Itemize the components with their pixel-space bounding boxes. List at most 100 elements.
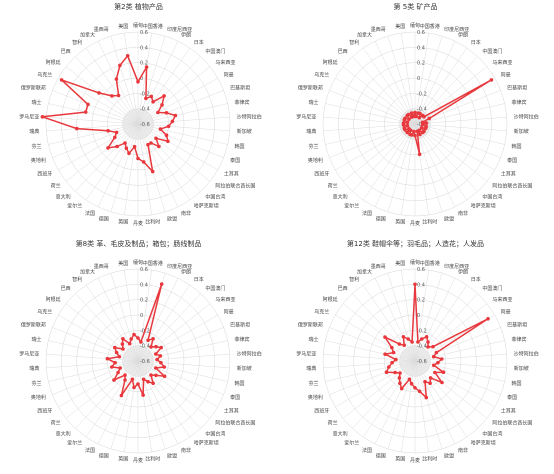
category-label: 泰国	[230, 157, 240, 164]
category-label: 西班牙	[314, 407, 329, 414]
radial-tick-label: 0.6	[140, 30, 148, 36]
data-point	[398, 371, 402, 375]
category-label: 丹麦	[133, 457, 143, 464]
category-label: 美国	[118, 260, 128, 267]
radial-tick-label: -0.4	[417, 344, 427, 350]
data-point	[144, 65, 149, 69]
data-point	[424, 395, 429, 400]
grid-spoke	[124, 123, 139, 216]
grid-spoke	[137, 353, 230, 362]
data-point	[420, 337, 424, 341]
category-label: 芬兰	[31, 380, 41, 387]
grid-spoke	[137, 36, 166, 125]
category-label: 瑞典	[29, 365, 39, 372]
grid-spoke	[85, 360, 139, 438]
grid-spoke	[75, 56, 139, 125]
grid-spoke	[137, 123, 191, 201]
category-label: 法国	[362, 210, 372, 217]
radial-tick-label: 0.6	[417, 30, 425, 36]
grid-spoke	[137, 47, 191, 125]
category-label: 阿拉伯联合酋长国	[215, 183, 255, 190]
category-label: 南非	[458, 210, 468, 217]
category-label: 芬兰	[31, 143, 41, 150]
data-point	[119, 393, 124, 398]
grid-spoke	[401, 123, 416, 216]
category-label: 阿根廷	[323, 59, 338, 66]
grid-spoke	[362, 123, 416, 201]
data-point	[436, 360, 440, 365]
category-label: 罗马尼亚	[296, 350, 316, 357]
grid-spoke	[52, 123, 139, 158]
data-point	[394, 357, 398, 362]
grid-spoke	[414, 360, 501, 395]
data-point	[440, 357, 444, 361]
category-label: 伊朗	[181, 269, 191, 276]
data-point	[387, 365, 391, 369]
category-label: 新加坡	[237, 128, 252, 135]
data-point	[426, 345, 430, 349]
data-point	[110, 94, 114, 98]
category-label: 乌克兰	[314, 308, 329, 315]
grid-spoke	[137, 123, 201, 192]
data-point	[408, 132, 412, 137]
grid-spoke	[48, 123, 139, 145]
category-label: 韩国	[512, 143, 522, 150]
grid-spoke	[414, 41, 456, 125]
data-point	[416, 340, 420, 344]
grid-spoke	[52, 90, 139, 125]
data-point	[154, 352, 158, 356]
data-point	[123, 373, 127, 377]
category-label: 伊朗	[181, 32, 191, 39]
data-point	[114, 77, 119, 81]
grid-spoke	[323, 353, 416, 362]
grid-spoke	[97, 123, 139, 207]
category-label: 土耳其	[224, 407, 239, 414]
data-point	[427, 116, 432, 121]
category-label: 哈萨克斯坦	[194, 440, 219, 447]
grid-spoke	[85, 47, 139, 125]
category-label: 阿拉伯联合酋长国	[215, 420, 255, 427]
category-label: 西班牙	[37, 407, 52, 414]
category-label: 泰国	[507, 394, 517, 401]
grid-spoke	[374, 278, 416, 362]
category-label: 中国澳门	[205, 48, 225, 55]
category-label: 比利时	[422, 219, 437, 226]
grid-spoke	[374, 41, 416, 125]
category-label: 智利	[349, 276, 359, 283]
category-label: 土耳其	[224, 170, 239, 177]
category-label: 智利	[72, 276, 82, 283]
grid-spoke	[329, 360, 416, 395]
category-label: 菲律宾	[235, 336, 250, 343]
data-point	[489, 78, 494, 82]
category-label: 西班牙	[37, 170, 52, 177]
grid-spoke	[97, 360, 139, 444]
category-label: 美国	[395, 23, 405, 30]
category-label: 比利时	[145, 456, 160, 463]
category-label: 罗马尼亚	[296, 113, 316, 120]
category-label: 中国澳门	[205, 285, 225, 292]
category-label: 泰国	[507, 157, 517, 164]
category-label: 巴基斯坦	[230, 322, 250, 329]
category-label: 泰国	[230, 394, 240, 401]
category-label: 菲律宾	[235, 99, 250, 106]
category-label: 阿拉伯联合酋长国	[492, 183, 532, 190]
category-label: 加拿大	[357, 269, 372, 276]
category-label: 巴西	[61, 49, 71, 55]
radial-tick-label: -0.2	[417, 328, 427, 334]
grid-spoke	[414, 360, 495, 408]
data-point	[397, 342, 402, 346]
category-label: 荷兰	[51, 420, 61, 427]
data-point	[116, 93, 121, 98]
data-point	[115, 144, 119, 149]
category-label: 奥地利	[308, 394, 323, 401]
data-point	[440, 380, 444, 385]
grid-spoke	[137, 278, 179, 362]
grid-spoke	[65, 66, 139, 125]
data-point	[156, 110, 160, 115]
data-point	[136, 382, 140, 386]
data-point	[418, 132, 422, 137]
data-point	[151, 337, 155, 341]
category-label: 俄罗斯联邦	[298, 85, 323, 92]
data-point	[118, 366, 122, 370]
radar-panel-3: 第8类 革、毛皮及制品；箱包；肠线制品 0.6 0.4 0.2 0 -0.2 -0.4 -0…	[0, 237, 277, 474]
